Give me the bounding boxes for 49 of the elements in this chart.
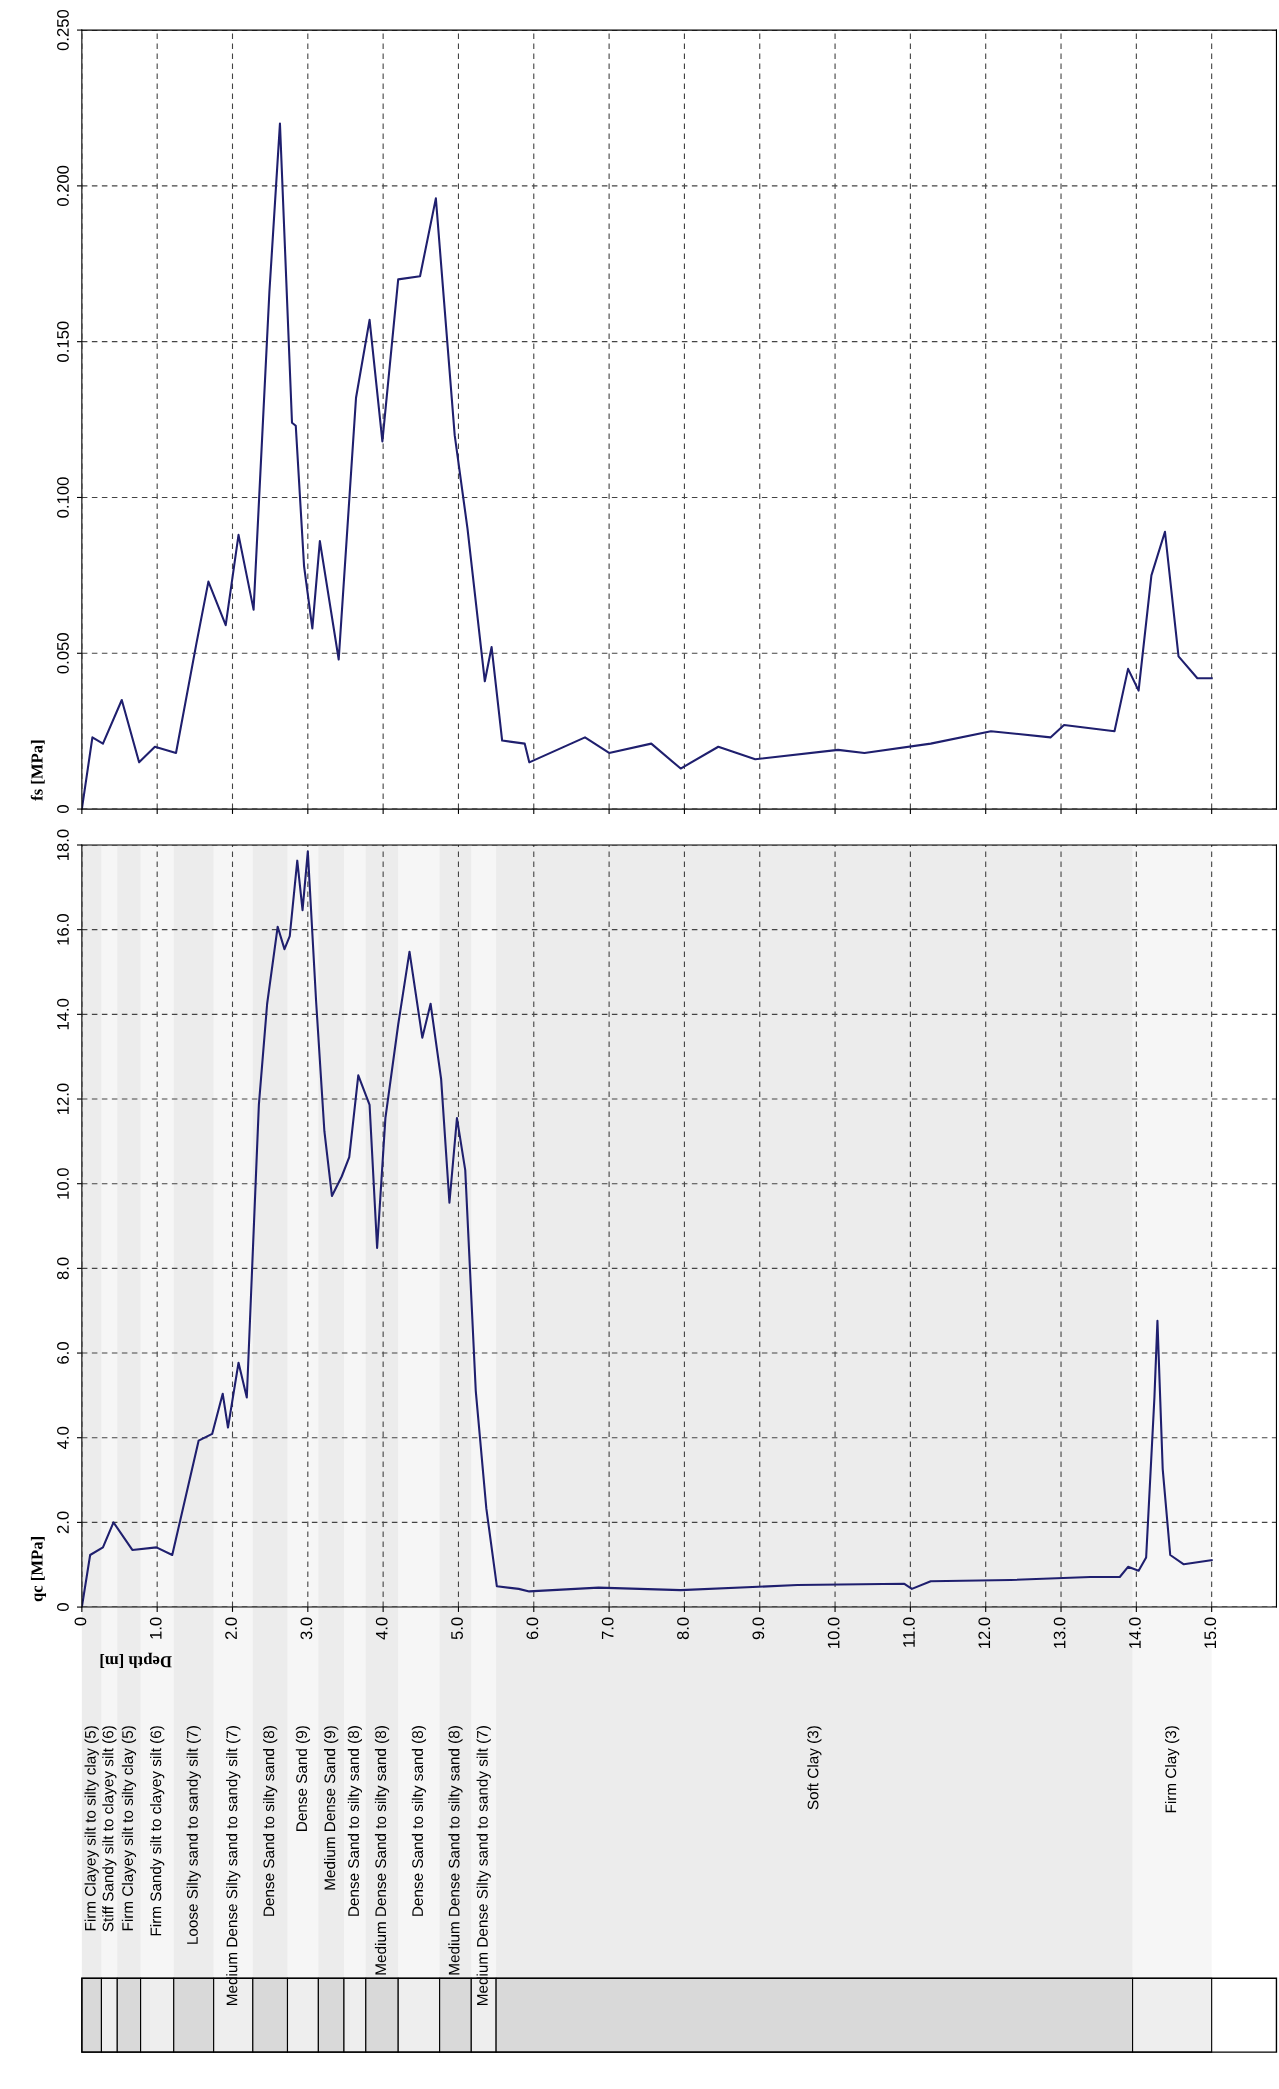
y-tick-label: 0.250 (57, 9, 69, 51)
x-tick-label: 7.0 (601, 1617, 614, 1640)
x-tick-label: 14.0 (1129, 1617, 1141, 1648)
y-tick-label: 0.150 (57, 321, 69, 362)
y-tick-label: 16.0 (57, 914, 69, 945)
x-tick-label: 8.0 (677, 1617, 689, 1640)
y-tick-label: 18.0 (57, 829, 69, 860)
y-tick-label: 14.0 (57, 998, 69, 1030)
band-label: Dense Sand to silty sand (8) (263, 1726, 278, 1916)
band-label: Medium Dense Sand to silty sand (8) (374, 1726, 390, 1975)
x-tick-label: 4.0 (375, 1617, 388, 1640)
y-tick-label: 0.100 (57, 477, 69, 518)
band-label: Firm Sandy silt to clayey silt (6) (150, 1726, 165, 1936)
band-label: Dense Sand (9) (295, 1726, 311, 1831)
x-tick-label: 12.0 (978, 1617, 991, 1648)
band-label: Firm Clayey silt to silty clay (5) (121, 1726, 137, 1931)
band-label: Soft Clay (3) (807, 1726, 822, 1810)
x-tick-label: 3.0 (300, 1617, 313, 1640)
band-label: Loose Silty sand to sandy silt (7) (186, 1726, 201, 1944)
x-tick-label: 10.0 (827, 1617, 840, 1648)
y-axis-title: fs [MPa] (30, 740, 45, 801)
band-label: Medium Dense Sand (9) (324, 1726, 339, 1890)
x-tick-label: 15.0 (1204, 1617, 1217, 1648)
x-tick-label: 5.0 (451, 1617, 463, 1640)
y-tick-label: 6.0 (57, 1342, 69, 1364)
y-axis-title: qc [MPa] (30, 1537, 47, 1602)
band-label: Stiff Sandy silt to clayey silt (6) (102, 1726, 117, 1932)
y-tick-label: 4.0 (57, 1426, 69, 1449)
x-axis-title: Depth [m] (100, 1652, 172, 1668)
y-tick-label: 12.0 (57, 1083, 69, 1114)
x-tick-label: 9.0 (752, 1617, 765, 1640)
y-tick-label: 2.0 (57, 1511, 69, 1534)
band-label: Firm Clayey silt to silty clay (5) (84, 1726, 99, 1931)
band-label: Dense Sand to silty sand (8) (411, 1726, 427, 1916)
band-label: Medium Dense Sand to silty sand (8) (448, 1726, 463, 1975)
x-tick-label: 13.0 (1053, 1617, 1066, 1648)
y-tick-label: 8.0 (57, 1257, 69, 1280)
x-tick-label: 2.0 (225, 1617, 237, 1640)
band-label: Dense Sand to silty sand (8) (347, 1726, 363, 1916)
y-tick-label: 10.0 (57, 1168, 69, 1199)
x-tick-label: 1.0 (149, 1617, 162, 1639)
x-tick-label: 11.0 (903, 1617, 915, 1647)
x-tick-label: 0 (74, 1617, 87, 1626)
y-tick-label: 0.200 (57, 165, 69, 207)
y-tick-label: 0.050 (57, 633, 69, 674)
band-label: Firm Clay (3) (1165, 1726, 1180, 1813)
x-tick-label: 6.0 (526, 1617, 539, 1640)
y-tick-label: 0 (57, 805, 69, 814)
y-tick-label: 0 (57, 1603, 69, 1612)
